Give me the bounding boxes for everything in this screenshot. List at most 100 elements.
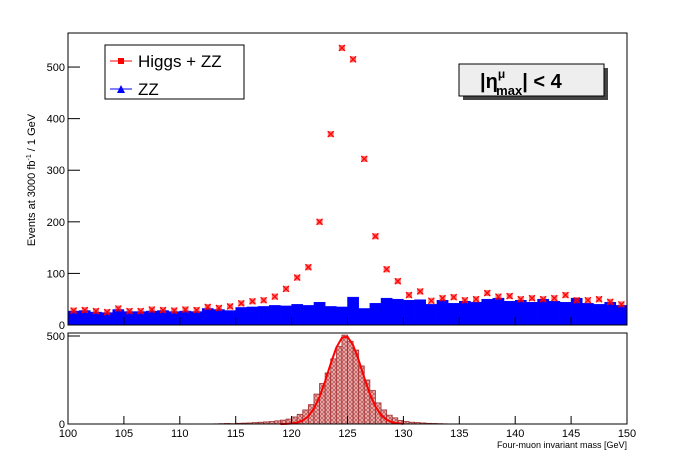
marker-cross [383, 265, 391, 273]
marker-cross [170, 307, 178, 314]
marker-cross [539, 295, 547, 303]
marker-cross [562, 291, 569, 299]
marker-cross [215, 304, 223, 312]
bar [268, 305, 281, 326]
marker-cross [103, 308, 111, 316]
annotation-text: |ημ max| < 4 [480, 67, 563, 98]
marker [495, 293, 502, 301]
marker-cross [327, 130, 335, 138]
marker-cross [148, 306, 156, 313]
marker [338, 44, 346, 52]
marker-cross [92, 307, 100, 315]
x-tick-label: 145 [562, 428, 580, 440]
marker [573, 296, 581, 304]
marker [159, 306, 167, 314]
marker-cross [528, 294, 536, 302]
bar [213, 309, 225, 326]
x-tick-label: 130 [394, 428, 412, 440]
marker [204, 303, 212, 311]
marker [617, 300, 625, 308]
marker [260, 296, 268, 304]
x-tick-label: 125 [338, 428, 356, 440]
marker-cross [427, 297, 435, 305]
marker-cross [137, 307, 145, 315]
marker [584, 296, 592, 304]
x-axis-label: Four-muon invariant mass [GeV] [497, 440, 627, 450]
bar [291, 304, 304, 326]
marker-cross [372, 232, 379, 240]
bar [604, 302, 617, 326]
marker [126, 307, 133, 315]
marker [70, 307, 78, 314]
bar [324, 306, 337, 326]
marker-cross [293, 274, 301, 281]
pad: 0 100 200 300 400 500 [47, 32, 628, 332]
marker [483, 289, 491, 297]
legend-marker [117, 85, 125, 93]
bar [302, 305, 315, 326]
marker [293, 274, 301, 281]
marker-cross [226, 303, 234, 310]
marker-cross [237, 299, 245, 307]
marker [148, 306, 156, 313]
marker [439, 294, 446, 302]
marker-cross [606, 298, 614, 306]
marker [271, 293, 279, 301]
bar [436, 299, 449, 326]
bar [503, 301, 516, 326]
x-tick-label: 100 [59, 428, 77, 440]
y-tick-label: 300 [47, 165, 65, 177]
marker-cross [338, 44, 346, 52]
bar [358, 308, 371, 326]
bar [492, 297, 505, 326]
bar [313, 302, 326, 326]
y-tick-label: 0 [59, 419, 65, 431]
marker [606, 298, 614, 306]
marker-cross [617, 300, 625, 308]
bar [336, 306, 348, 326]
legend-label: Higgs + ZZ [138, 52, 222, 71]
legend-label: ZZ [138, 80, 159, 99]
bar [347, 340, 354, 425]
marker-cross [70, 307, 78, 314]
bar [447, 303, 460, 326]
x-tick-label: 110 [171, 428, 189, 440]
marker [461, 296, 469, 304]
marker-cross [416, 288, 424, 295]
marker-cross [584, 296, 592, 304]
marker-cross [394, 277, 402, 285]
marker [383, 265, 391, 273]
marker [193, 306, 200, 314]
bar [425, 304, 438, 326]
marker [506, 292, 514, 300]
marker-cross [483, 289, 491, 297]
marker [595, 295, 603, 303]
legend: Higgs + ZZ ZZ [104, 44, 245, 100]
bar [190, 311, 203, 326]
bar [146, 310, 158, 326]
bar [235, 307, 248, 326]
x-tick-label: 135 [450, 428, 468, 440]
annotation: |ημ max| < 4 [458, 63, 608, 100]
marker [349, 55, 357, 63]
marker-cross [81, 306, 89, 314]
bar [537, 298, 549, 326]
marker [539, 295, 547, 303]
bar [470, 302, 482, 326]
marker-cross [193, 306, 200, 314]
y-tick-label: 0 [59, 320, 65, 332]
marker [316, 218, 323, 226]
bar [369, 303, 382, 326]
marker [304, 263, 312, 271]
bar [615, 305, 628, 326]
marker-cross [304, 263, 312, 271]
y-tick-label: 200 [47, 217, 65, 229]
marker [249, 297, 256, 305]
marker [81, 306, 89, 314]
bar [391, 298, 404, 326]
marker-cross [472, 295, 480, 303]
marker-cross [126, 307, 133, 315]
marker-cross [450, 293, 458, 301]
x-tick-label: 140 [506, 428, 524, 440]
legend-box [104, 44, 245, 100]
